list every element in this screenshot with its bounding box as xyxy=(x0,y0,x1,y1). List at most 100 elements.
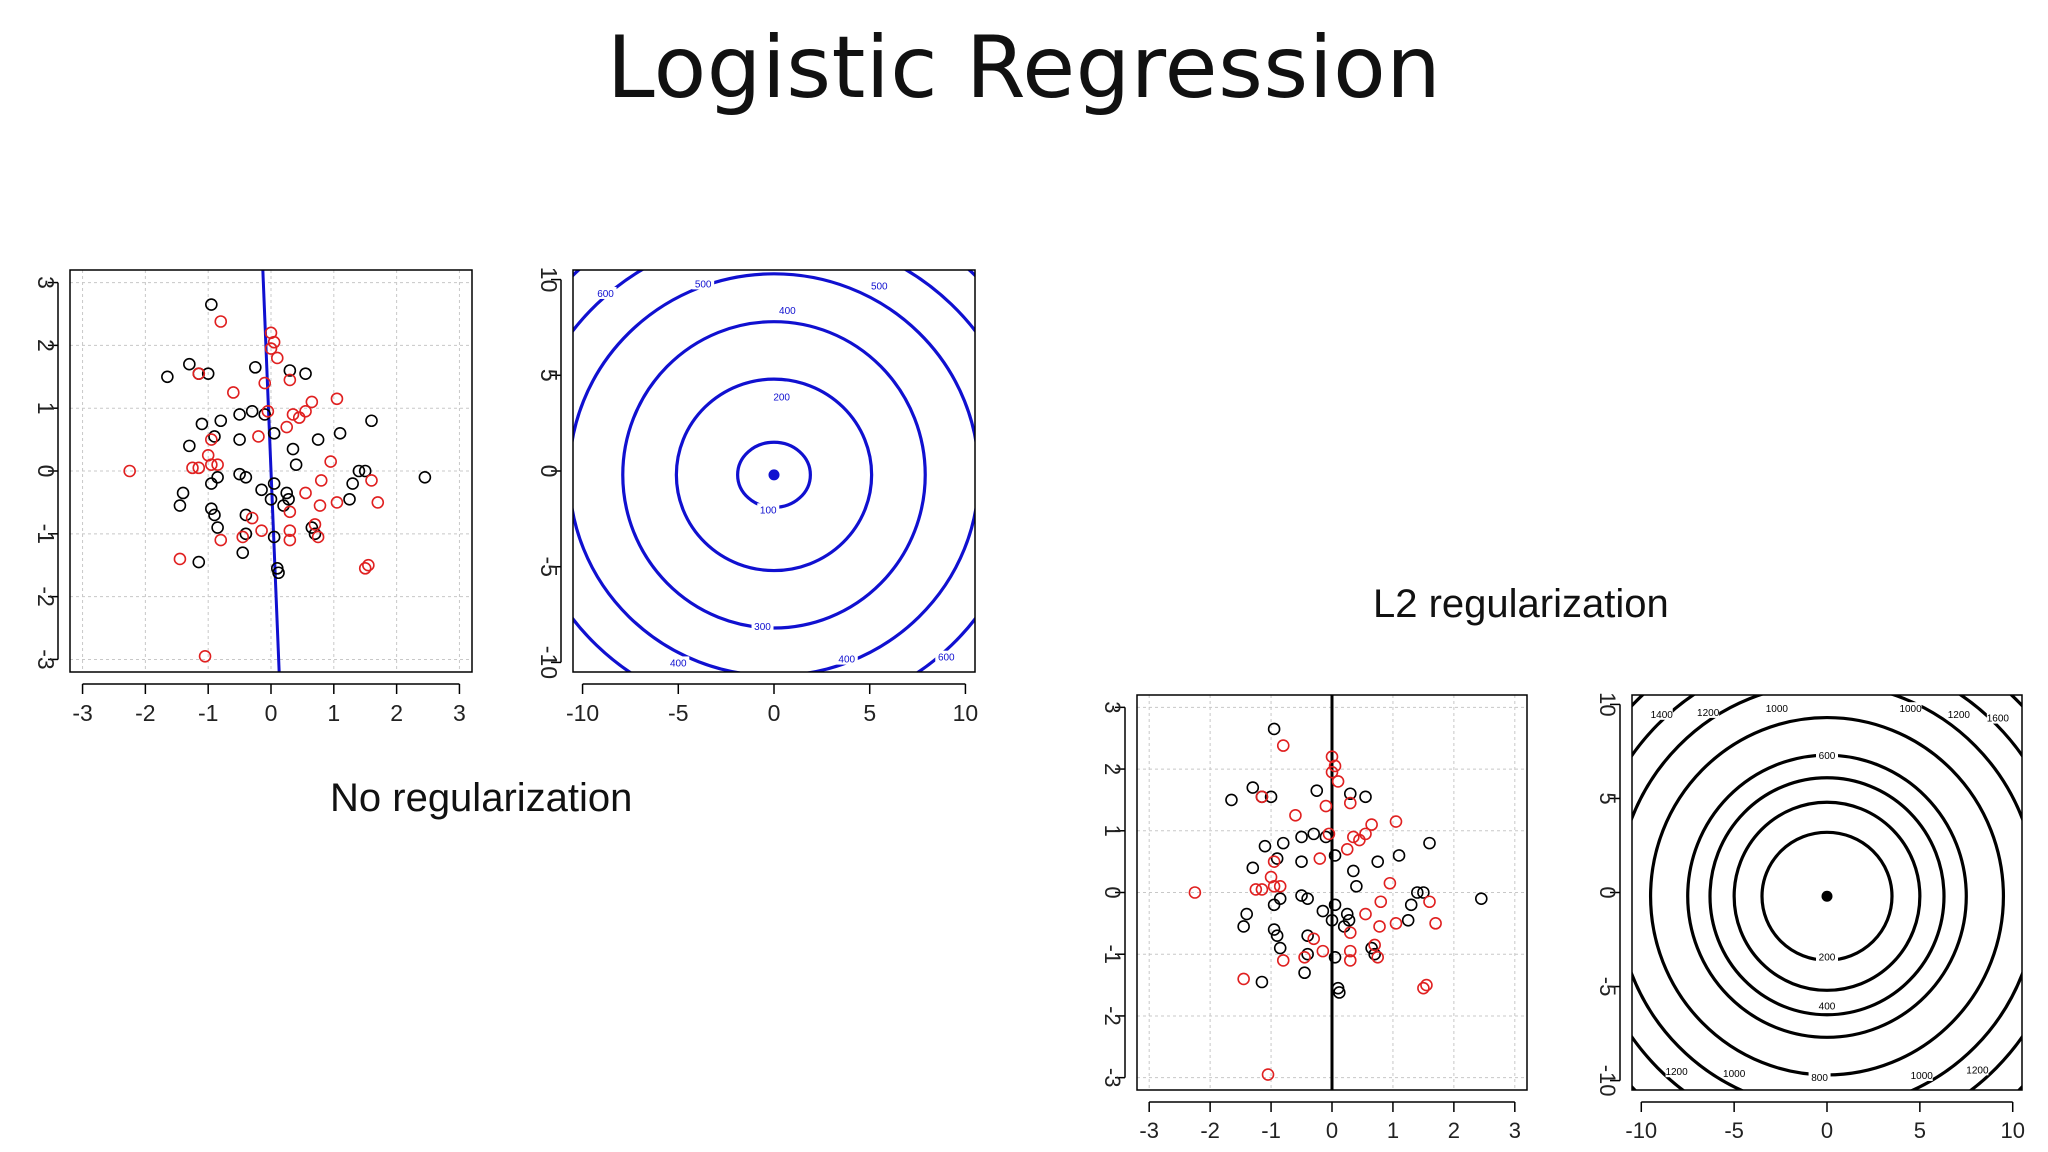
data-point-red xyxy=(205,433,218,446)
x-tick-label: 5 xyxy=(863,700,876,726)
data-point-black xyxy=(346,477,359,490)
contour-label-bg xyxy=(1947,707,1970,720)
y-tick-label: 0 xyxy=(1100,886,1125,898)
y-tick-label: 3 xyxy=(1100,701,1125,713)
x-tick-label: 2 xyxy=(1448,1118,1460,1143)
data-point-red xyxy=(1267,855,1281,868)
data-point-black xyxy=(183,439,196,453)
data-point-black xyxy=(333,427,347,440)
y-tick-label: 2 xyxy=(33,339,59,352)
data-point-red xyxy=(1371,951,1385,964)
data-point-red xyxy=(1313,852,1327,865)
contour-label-bg xyxy=(770,390,793,403)
data-point-red xyxy=(308,518,322,531)
data-point-black xyxy=(1267,898,1281,912)
data-point-black xyxy=(1270,852,1284,865)
contour-label-bg xyxy=(1816,950,1838,963)
data-point-black xyxy=(201,367,215,380)
data-point-red xyxy=(1289,809,1302,822)
y-tick-label: -1 xyxy=(33,524,59,544)
contour-label: 1000 xyxy=(1766,704,1789,715)
data-point-black xyxy=(1325,913,1339,927)
data-point-red xyxy=(1343,954,1357,967)
contour-label-bg xyxy=(1697,705,1720,718)
data-point-black xyxy=(205,502,218,515)
data-point-black xyxy=(1368,947,1381,961)
contour-label-bg xyxy=(757,503,780,516)
optimum-point xyxy=(1821,890,1833,902)
contour-label-bg xyxy=(751,620,774,633)
data-point-red xyxy=(299,486,312,500)
data-point-black xyxy=(1237,920,1250,933)
x-tick-label: 3 xyxy=(1509,1118,1521,1143)
data-point-black xyxy=(264,492,278,506)
data-point-red xyxy=(227,386,240,399)
x-tick-label: -2 xyxy=(1200,1118,1220,1143)
data-point-red xyxy=(186,461,199,475)
data-point-black xyxy=(1276,836,1290,850)
data-point-red xyxy=(1373,920,1386,933)
data-point-black xyxy=(211,521,224,534)
contour-label-bg xyxy=(1986,711,2009,724)
contour-label-bg xyxy=(1665,1065,1688,1078)
data-point-red xyxy=(365,474,378,487)
data-point-black xyxy=(343,492,356,506)
plot-area: 200 400 600 800 1000 1000 1000 1000 1200 1200 1200… xyxy=(1632,695,2022,1090)
data-point-black xyxy=(280,486,294,500)
data-point-red xyxy=(1423,895,1436,909)
optimum-point xyxy=(768,469,780,481)
data-point-red xyxy=(1331,775,1345,788)
y-tick-label: -10 xyxy=(1595,1065,1620,1097)
y-tick-label: -1 xyxy=(1100,944,1125,964)
data-point-red xyxy=(1389,815,1403,828)
data-point-black xyxy=(195,417,209,431)
data-point-black xyxy=(1328,849,1342,862)
data-point-red xyxy=(255,524,268,537)
contour-label-bg xyxy=(835,652,858,665)
data-point-red xyxy=(1276,954,1290,967)
x-tick-label: 3 xyxy=(453,700,466,726)
data-point-black xyxy=(1307,827,1321,841)
contour-label-bg xyxy=(868,279,891,292)
plot-area xyxy=(123,270,432,672)
data-point-red xyxy=(305,395,319,409)
data-point-red xyxy=(358,562,372,575)
x-tick-label: 0 xyxy=(1326,1118,1338,1143)
data-point-black xyxy=(208,430,221,443)
data-point-red xyxy=(198,649,212,663)
data-point-black xyxy=(1359,790,1372,804)
contour-label-bg xyxy=(1966,1063,1989,1076)
data-point-black xyxy=(1295,855,1308,868)
data-point-black xyxy=(214,414,228,428)
data-point-red xyxy=(205,458,218,472)
data-point-red xyxy=(1429,917,1442,930)
x-tick-label: 10 xyxy=(953,700,979,726)
contour-label-bg xyxy=(1899,702,1922,715)
slide-title: Logistic Regression xyxy=(606,18,1442,118)
contour-label-bg xyxy=(1765,702,1788,715)
data-point-black xyxy=(311,433,325,446)
y-tick-label: 5 xyxy=(536,369,562,382)
data-point-black xyxy=(183,357,196,371)
data-point-red xyxy=(1298,951,1311,964)
contour-label: 400 xyxy=(670,658,687,669)
data-point-red xyxy=(286,408,300,421)
x-tick-label: 0 xyxy=(1821,1118,1833,1143)
data-point-red xyxy=(1276,739,1290,752)
data-point-black xyxy=(1295,889,1308,902)
data-point-black xyxy=(248,361,262,374)
data-point-red xyxy=(192,461,206,475)
contour-label-bg xyxy=(692,277,715,290)
contour-label-bg xyxy=(594,286,617,299)
data-point-red xyxy=(252,430,265,443)
data-point-black xyxy=(1417,886,1430,899)
l2-scatter-plot: -3 -2 -1 0 1 2 3 -3 -2 -1 0 1 2 3 xyxy=(1100,694,1528,1143)
data-point-black xyxy=(1246,781,1260,794)
data-point-red xyxy=(236,530,250,544)
data-point-red xyxy=(314,474,328,487)
data-point-red xyxy=(299,405,312,418)
data-point-red xyxy=(1343,796,1357,810)
data-point-red xyxy=(1261,1068,1275,1081)
x-tick-label: 0 xyxy=(768,700,781,726)
y-tick-label: 0 xyxy=(536,465,562,478)
